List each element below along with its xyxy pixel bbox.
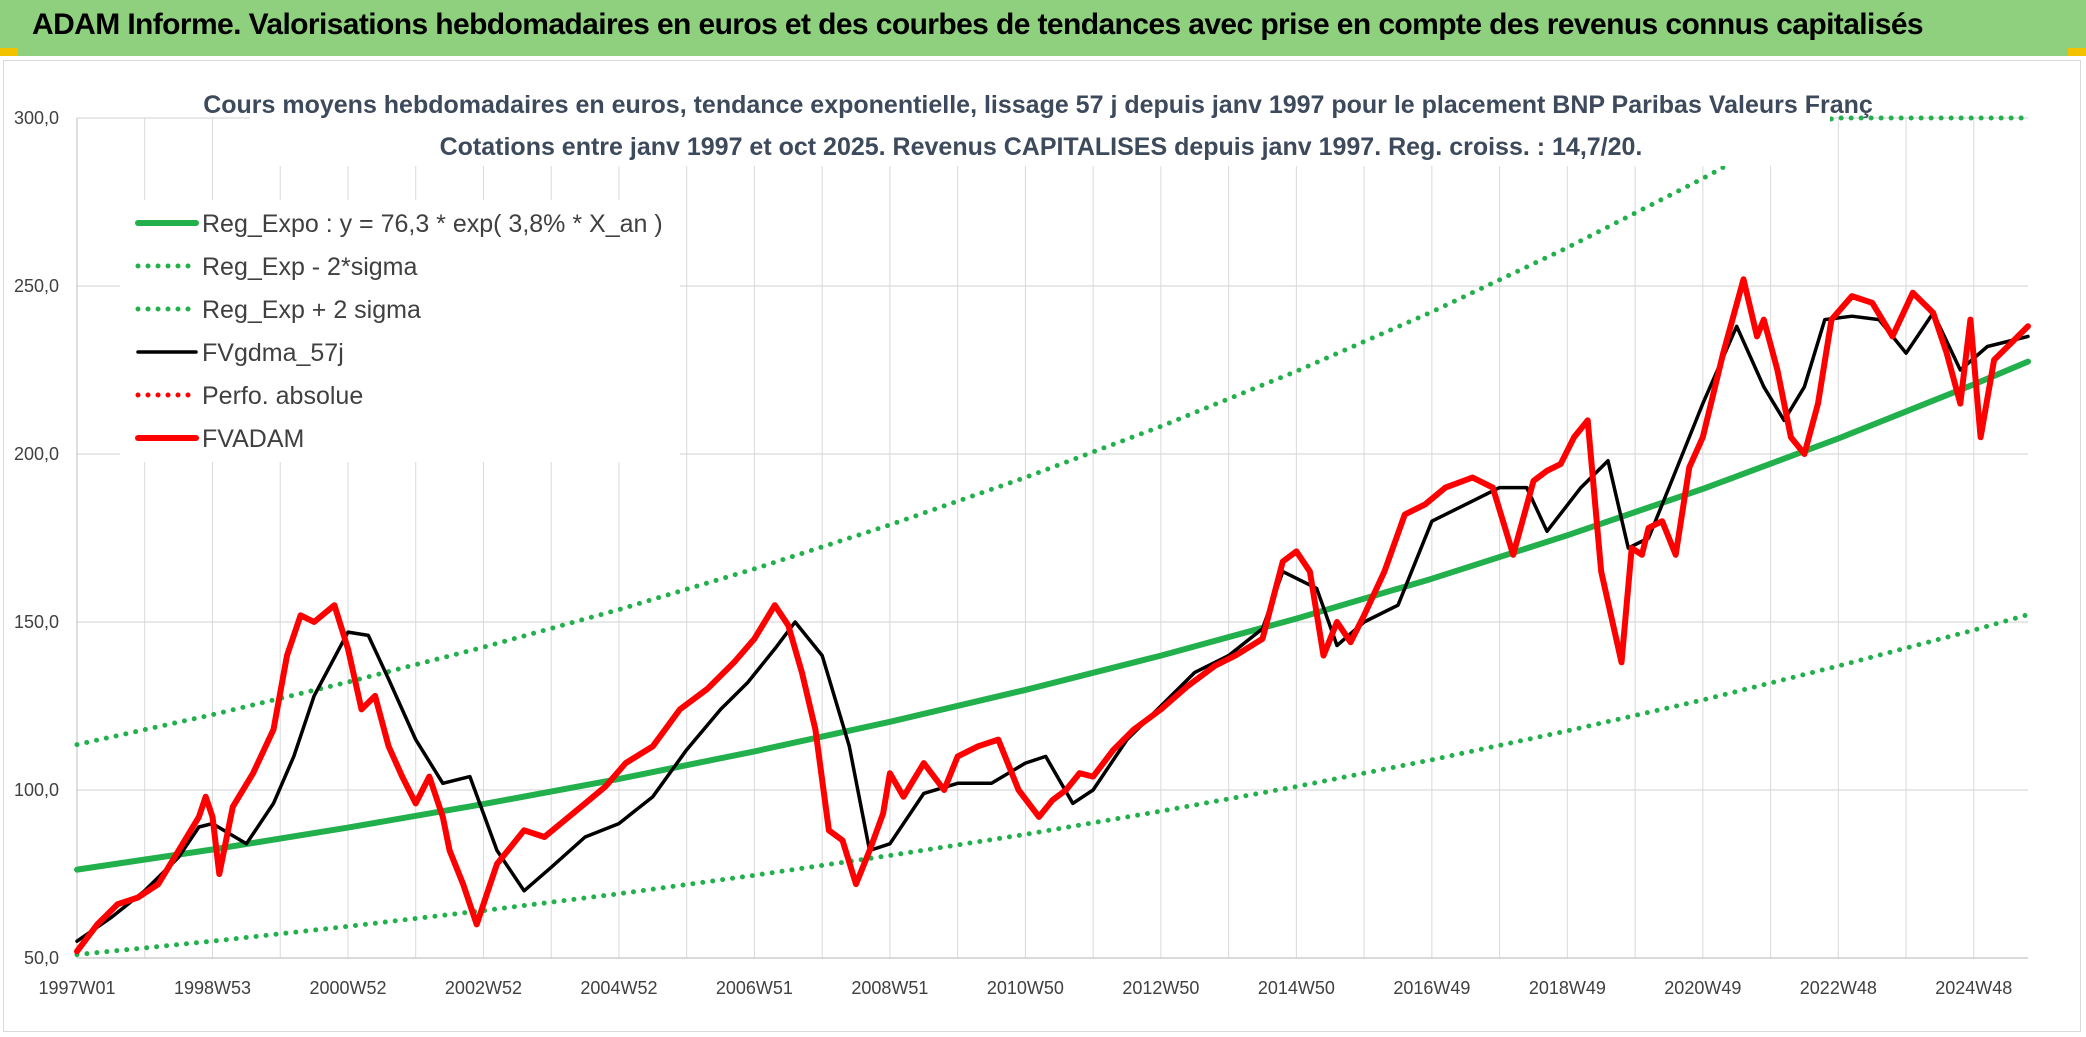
x-tick-label: 1998W53 bbox=[174, 978, 251, 998]
x-tick-label: 2010W50 bbox=[987, 978, 1064, 998]
banner-corner-right bbox=[2068, 48, 2086, 56]
series-line-3: FVgdma_57j bbox=[75, 311, 2030, 943]
y-tick-label: 250,0 bbox=[14, 276, 59, 296]
series-line-0: Reg_Expo : y = 76,3 * exp( 3,8% * X_an ) bbox=[74, 358, 2031, 873]
y-tick-label: 300,0 bbox=[14, 108, 59, 128]
chart-frame bbox=[3, 60, 2081, 1032]
x-tick-label: 2012W50 bbox=[1122, 978, 1199, 998]
title-backdrop bbox=[250, 84, 1830, 166]
x-axis: 1997W01 1998W53 2000W52 2002W52 2004W52 2006W… bbox=[38, 978, 2012, 998]
legend-label-5: FVADAM bbox=[202, 425, 304, 453]
chart-subtitle: Cotations entre janv 1997 et oct 2025. R… bbox=[440, 133, 1643, 161]
x-tick-label: 2018W49 bbox=[1529, 978, 1606, 998]
legend-label-0: Reg_Expo : y = 76,3 * exp( 3,8% * X_an ) bbox=[202, 210, 663, 238]
legend-backdrop bbox=[120, 200, 680, 462]
x-tick-label: 2000W52 bbox=[309, 978, 386, 998]
x-tick-label: 2024W48 bbox=[1935, 978, 2012, 998]
series-line-2: Reg_Exp + 2 sigma bbox=[74, 115, 2031, 748]
x-tick-label: 2008W51 bbox=[851, 978, 928, 998]
banner-corner-left bbox=[0, 48, 18, 56]
plot-series: Reg_Expo : y = 76,3 * exp( 3,8% * X_an )… bbox=[74, 115, 2031, 958]
x-tick-label: 2022W48 bbox=[1800, 978, 1877, 998]
legend-label-4: Perfo. absolue bbox=[202, 382, 363, 410]
chart-title: Cours moyens hebdomadaires en euros, ten… bbox=[203, 91, 1873, 119]
chart-legend: Reg_Expo : y = 76,3 * exp( 3,8% * X_an )… bbox=[120, 200, 680, 462]
report-banner: ADAM Informe. Valorisations hebdomadaire… bbox=[0, 0, 2086, 56]
x-tick-label: 2020W49 bbox=[1664, 978, 1741, 998]
x-tick-label: 1997W01 bbox=[38, 978, 115, 998]
report-title: ADAM Informe. Valorisations hebdomadaire… bbox=[32, 8, 1924, 41]
legend-label-1: Reg_Exp - 2*sigma bbox=[202, 253, 417, 281]
y-axis: 50,0 100,0 150,0 200,0 250,0 300,0 bbox=[14, 108, 59, 968]
y-tick-label: 50,0 bbox=[24, 948, 59, 968]
y-tick-label: 150,0 bbox=[14, 612, 59, 632]
y-tick-label: 200,0 bbox=[14, 444, 59, 464]
x-tick-label: 2002W52 bbox=[445, 978, 522, 998]
x-tick-label: 2004W52 bbox=[580, 978, 657, 998]
x-tick-label: 2006W51 bbox=[716, 978, 793, 998]
y-tick-label: 100,0 bbox=[14, 780, 59, 800]
x-tick-label: 2016W49 bbox=[1393, 978, 1470, 998]
legend-label-2: Reg_Exp + 2 sigma bbox=[202, 296, 421, 324]
series-line-1: Reg_Exp - 2*sigma bbox=[74, 612, 2031, 958]
series-line-5: FVADAM bbox=[74, 276, 2031, 955]
x-tick-label: 2014W50 bbox=[1258, 978, 1335, 998]
legend-label-3: FVgdma_57j bbox=[202, 339, 344, 367]
